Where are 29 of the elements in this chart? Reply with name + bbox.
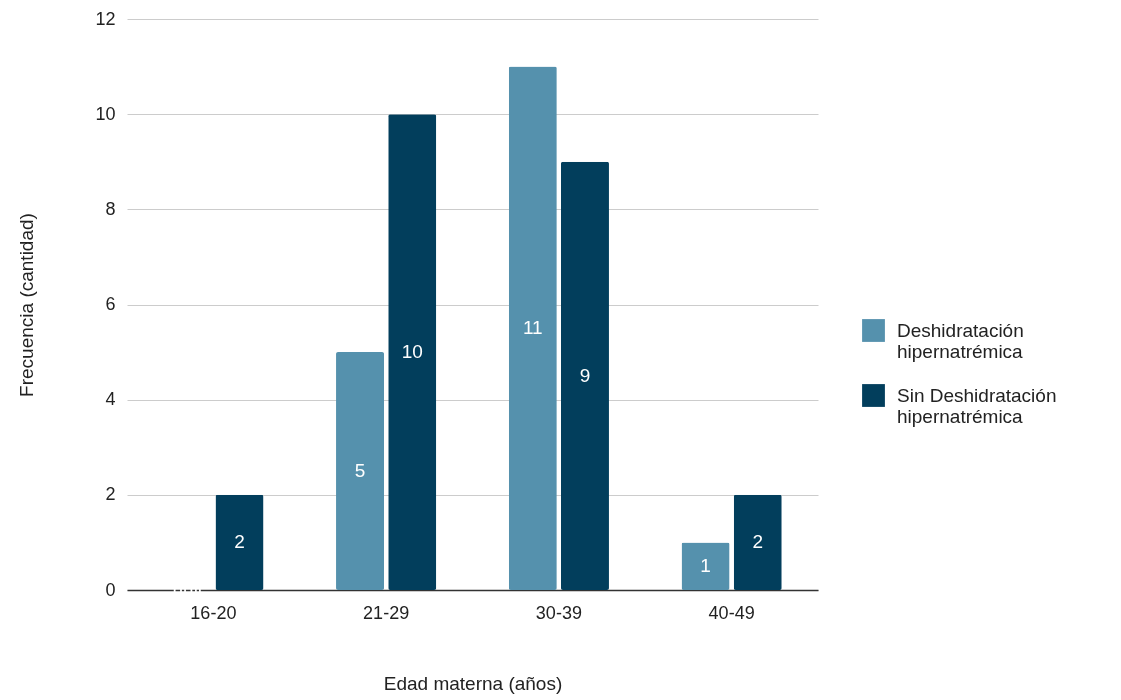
y-tick-label: 4 <box>105 389 116 410</box>
y-tick-label: 2 <box>105 484 116 505</box>
y-tick-label: 6 <box>105 294 116 314</box>
x-tick-label: 30-39 <box>535 602 582 623</box>
x-axis-title: Edad materna (años) <box>383 672 563 694</box>
x-tick-label: 21-29 <box>363 602 410 623</box>
legend-label: Sin Deshidratación hipernatrémica <box>897 384 1057 427</box>
y-tick-label: 10 <box>95 103 116 124</box>
data-label: 2 <box>234 531 245 553</box>
x-tick-label: 40-49 <box>708 602 755 623</box>
bar <box>336 352 385 590</box>
x-tick-label: 16-20 <box>190 602 237 623</box>
bar <box>733 494 782 590</box>
bar <box>508 66 557 590</box>
data-label: 5 <box>354 460 366 482</box>
data-label: 1 <box>700 555 711 577</box>
data-label: 11 <box>522 317 543 339</box>
y-axis-title: Frecuencia (cantidad) <box>16 213 38 397</box>
y-tick-label: 12 <box>95 8 116 29</box>
bar <box>681 542 730 590</box>
data-label: 10 <box>401 341 423 363</box>
bar <box>215 494 264 590</box>
legend-label: Deshidratación hipernatrémica <box>897 319 1024 362</box>
data-label: 9 <box>579 364 591 386</box>
bar <box>388 114 437 590</box>
y-tick-label: 8 <box>105 198 116 219</box>
y-tick-label: 0 <box>105 579 116 600</box>
data-label: 2 <box>752 531 764 553</box>
bar <box>560 161 609 590</box>
